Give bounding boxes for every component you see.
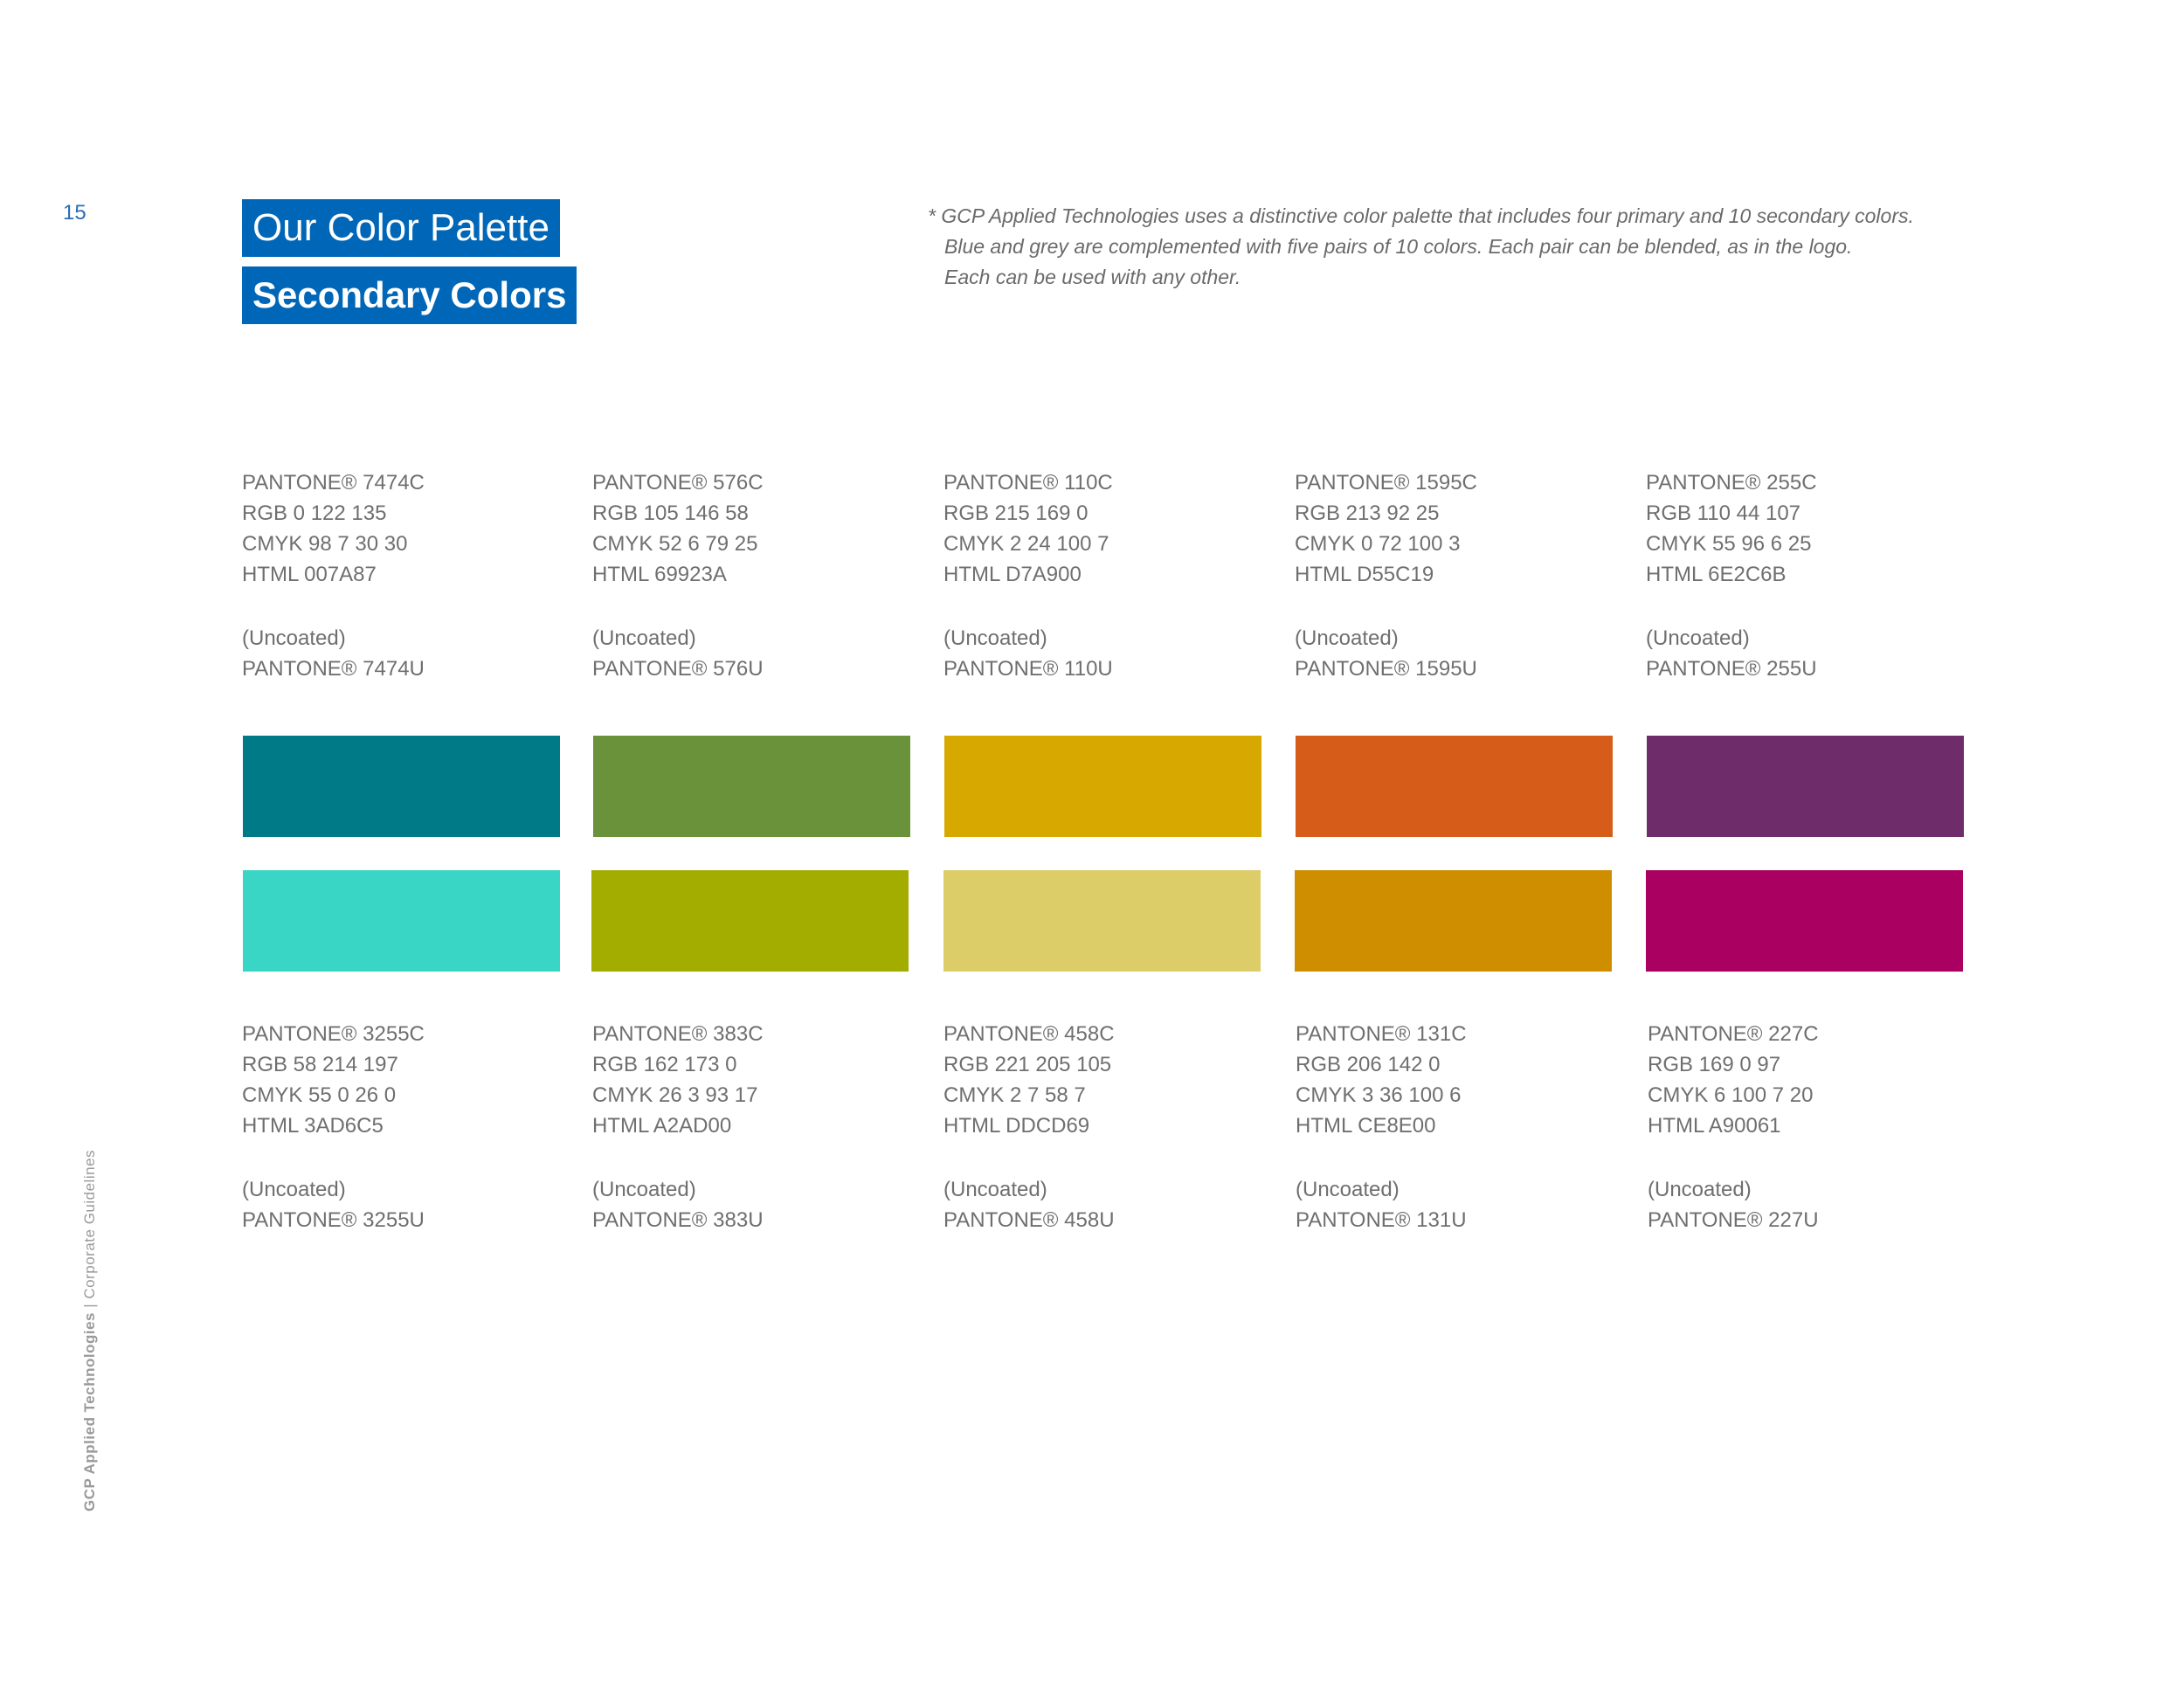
- rgb-value: RGB 221 205 105: [943, 1053, 1112, 1076]
- color-spec-orange: PANTONE® 1595C RGB 213 92 25 CMYK 0 72 1…: [1295, 467, 1618, 684]
- pantone-code: PANTONE® 3255C: [242, 1022, 425, 1046]
- html-value: HTML CE8E00: [1296, 1114, 1436, 1138]
- intro-note: * GCP Applied Technologies uses a distin…: [928, 201, 2063, 293]
- vertical-footer: GCP Applied Technologies | Corporate Gui…: [81, 1150, 99, 1512]
- cmyk-value: CMYK 0 72 100 3: [1295, 532, 1461, 556]
- swatch-green: [593, 736, 910, 837]
- cmyk-value: CMYK 6 100 7 20: [1648, 1083, 1814, 1107]
- swatch-gold: [944, 736, 1261, 837]
- uncoated-label: (Uncoated): [592, 1178, 696, 1201]
- note-line: Each can be used with any other.: [944, 266, 1241, 288]
- color-spec-purple: PANTONE® 255C RGB 110 44 107 CMYK 55 96 …: [1646, 467, 1969, 684]
- uncoated-pantone: PANTONE® 1595U: [1295, 657, 1477, 681]
- rgb-value: RGB 213 92 25: [1295, 502, 1440, 525]
- cmyk-value: CMYK 2 24 100 7: [943, 532, 1109, 556]
- color-spec-sand: PANTONE® 458C RGB 221 205 105 CMYK 2 7 5…: [943, 1019, 1267, 1235]
- page-number: 15: [63, 201, 86, 225]
- swatch-lime: [591, 870, 909, 972]
- color-spec-green: PANTONE® 576C RGB 105 146 58 CMYK 52 6 7…: [592, 467, 916, 684]
- html-value: HTML A2AD00: [592, 1114, 732, 1138]
- uncoated-pantone: PANTONE® 458U: [943, 1208, 1115, 1232]
- cmyk-value: CMYK 26 3 93 17: [592, 1083, 758, 1107]
- pantone-code: PANTONE® 110C: [943, 471, 1113, 495]
- swatch-turquoise: [243, 870, 560, 972]
- color-spec-amber: PANTONE® 131C RGB 206 142 0 CMYK 3 36 10…: [1296, 1019, 1619, 1235]
- pantone-code: PANTONE® 1595C: [1295, 471, 1477, 495]
- page-title: Our Color Palette: [242, 199, 560, 257]
- uncoated-label: (Uncoated): [943, 1178, 1047, 1201]
- note-line: * GCP Applied Technologies uses a distin…: [928, 204, 1914, 227]
- swatch-teal: [243, 736, 560, 837]
- color-spec-gold: PANTONE® 110C RGB 215 169 0 CMYK 2 24 10…: [943, 467, 1267, 684]
- rgb-value: RGB 110 44 107: [1646, 502, 1801, 525]
- uncoated-label: (Uncoated): [1646, 626, 1750, 650]
- page-subtitle: Secondary Colors: [242, 266, 577, 324]
- html-value: HTML D55C19: [1295, 563, 1434, 586]
- html-value: HTML D7A900: [943, 563, 1082, 586]
- footer-section: Corporate Guidelines: [81, 1149, 98, 1299]
- pantone-code: PANTONE® 7474C: [242, 471, 425, 495]
- cmyk-value: CMYK 52 6 79 25: [592, 532, 758, 556]
- pantone-code: PANTONE® 458C: [943, 1022, 1115, 1046]
- uncoated-label: (Uncoated): [242, 626, 346, 650]
- cmyk-value: CMYK 55 0 26 0: [242, 1083, 397, 1107]
- swatch-sand: [943, 870, 1261, 972]
- swatch-amber: [1295, 870, 1612, 972]
- uncoated-label: (Uncoated): [943, 626, 1047, 650]
- rgb-value: RGB 206 142 0: [1296, 1053, 1441, 1076]
- rgb-value: RGB 58 214 197: [242, 1053, 398, 1076]
- pantone-code: PANTONE® 131C: [1296, 1022, 1467, 1046]
- uncoated-pantone: PANTONE® 227U: [1648, 1208, 1819, 1232]
- uncoated-label: (Uncoated): [592, 626, 696, 650]
- uncoated-pantone: PANTONE® 131U: [1296, 1208, 1467, 1232]
- pantone-code: PANTONE® 576C: [592, 471, 764, 495]
- color-spec-magenta: PANTONE® 227C RGB 169 0 97 CMYK 6 100 7 …: [1648, 1019, 1971, 1235]
- cmyk-value: CMYK 3 36 100 6: [1296, 1083, 1462, 1107]
- cmyk-value: CMYK 98 7 30 30: [242, 532, 408, 556]
- color-spec-turquoise: PANTONE® 3255C RGB 58 214 197 CMYK 55 0 …: [242, 1019, 565, 1235]
- html-value: HTML 69923A: [592, 563, 727, 586]
- footer-separator: |: [81, 1298, 98, 1312]
- html-value: HTML 6E2C6B: [1646, 563, 1787, 586]
- uncoated-pantone: PANTONE® 576U: [592, 657, 764, 681]
- rgb-value: RGB 215 169 0: [943, 502, 1089, 525]
- cmyk-value: CMYK 2 7 58 7: [943, 1083, 1086, 1107]
- uncoated-label: (Uncoated): [1295, 626, 1399, 650]
- uncoated-pantone: PANTONE® 255U: [1646, 657, 1817, 681]
- swatch-magenta: [1646, 870, 1963, 972]
- color-spec-teal: PANTONE® 7474C RGB 0 122 135 CMYK 98 7 3…: [242, 467, 565, 684]
- rgb-value: RGB 105 146 58: [592, 502, 749, 525]
- html-value: HTML 007A87: [242, 563, 377, 586]
- footer-company: GCP Applied Technologies: [81, 1312, 98, 1512]
- uncoated-pantone: PANTONE® 7474U: [242, 657, 425, 681]
- rgb-value: RGB 0 122 135: [242, 502, 387, 525]
- cmyk-value: CMYK 55 96 6 25: [1646, 532, 1812, 556]
- rgb-value: RGB 169 0 97: [1648, 1053, 1781, 1076]
- rgb-value: RGB 162 173 0: [592, 1053, 737, 1076]
- pantone-code: PANTONE® 255C: [1646, 471, 1817, 495]
- uncoated-label: (Uncoated): [242, 1178, 346, 1201]
- html-value: HTML DDCD69: [943, 1114, 1090, 1138]
- uncoated-label: (Uncoated): [1296, 1178, 1400, 1201]
- color-spec-lime: PANTONE® 383C RGB 162 173 0 CMYK 26 3 93…: [592, 1019, 916, 1235]
- html-value: HTML 3AD6C5: [242, 1114, 384, 1138]
- swatch-orange: [1296, 736, 1613, 837]
- uncoated-label: (Uncoated): [1648, 1178, 1752, 1201]
- swatch-purple: [1647, 736, 1964, 837]
- pantone-code: PANTONE® 227C: [1648, 1022, 1819, 1046]
- pantone-code: PANTONE® 383C: [592, 1022, 764, 1046]
- uncoated-pantone: PANTONE® 110U: [943, 657, 1113, 681]
- note-line: Blue and grey are complemented with five…: [944, 235, 1853, 258]
- uncoated-pantone: PANTONE® 3255U: [242, 1208, 425, 1232]
- uncoated-pantone: PANTONE® 383U: [592, 1208, 764, 1232]
- html-value: HTML A90061: [1648, 1114, 1781, 1138]
